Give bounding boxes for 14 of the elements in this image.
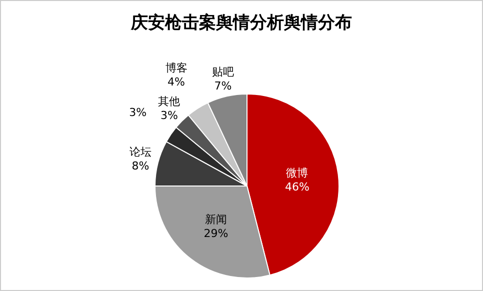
slice-label: 博客 — [165, 62, 188, 75]
data-label: 8% — [132, 160, 150, 173]
slice-label: 其他 — [158, 95, 180, 108]
data-label: 7% — [214, 80, 232, 93]
data-label: 46% — [284, 180, 310, 194]
data-label: 3% — [129, 106, 147, 119]
slice-label: 论坛 — [129, 146, 152, 159]
slice-label: 贴吧 — [212, 66, 234, 79]
slice-label: 新闻 — [204, 212, 227, 226]
data-label: 29% — [204, 226, 228, 240]
slice-label: 微博 — [286, 166, 308, 180]
chart-title: 庆安枪击案舆情分析舆情分布 — [130, 12, 353, 35]
data-label: 4% — [168, 76, 185, 89]
data-label: 3% — [160, 109, 178, 122]
